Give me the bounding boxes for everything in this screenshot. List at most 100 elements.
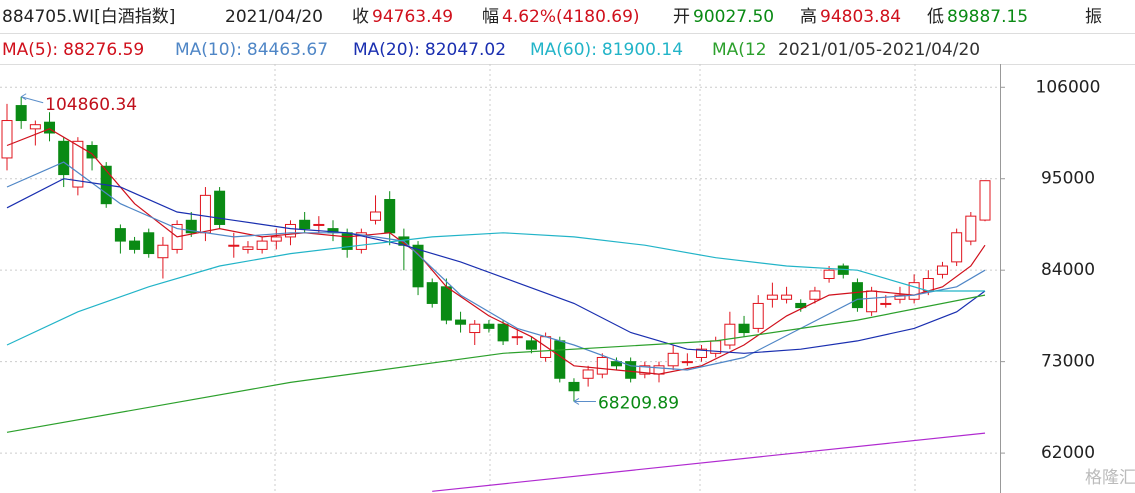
candle-body <box>497 323 509 342</box>
candle-body <box>851 282 863 309</box>
candle-body <box>440 286 452 321</box>
high-annotation: 104860.34 <box>45 95 137 115</box>
annotation-arrow <box>573 398 596 405</box>
legend-label: MA(5): <box>2 40 58 60</box>
candle-body <box>242 246 254 250</box>
candle-body <box>355 232 367 250</box>
candle-body <box>724 323 736 346</box>
candle-body <box>299 219 311 230</box>
candle-body <box>483 323 495 329</box>
date: 2021/04/20 <box>225 7 323 27</box>
candle-body <box>214 190 226 225</box>
candle-body <box>866 290 878 313</box>
candle-body <box>469 323 481 334</box>
candle-body <box>412 244 424 288</box>
candle-body <box>525 340 537 350</box>
open-label: 开 <box>673 7 690 27</box>
ma-line <box>6 294 986 433</box>
close-label: 收 <box>352 7 369 27</box>
ma-line <box>6 161 986 371</box>
candle-body <box>58 140 70 176</box>
y-tick-label: 73000 <box>1041 352 1095 372</box>
legend-value: 81900.14 <box>602 40 683 60</box>
candle-body <box>965 215 977 242</box>
candle-body <box>426 282 438 304</box>
candle-body <box>837 265 849 275</box>
candle-body <box>781 294 793 300</box>
candle-body <box>284 223 296 238</box>
y-tick-label: 62000 <box>1041 443 1095 463</box>
candle-body <box>625 361 637 379</box>
candle-body <box>596 356 608 375</box>
legend-label: MA(60): <box>530 40 597 60</box>
candle-body <box>752 302 764 329</box>
candle-body <box>922 278 934 292</box>
y-tick-label: 106000 <box>1036 77 1101 97</box>
candle-body <box>880 302 892 305</box>
annotation-arrow <box>20 93 44 104</box>
high-value: 94803.84 <box>820 7 901 27</box>
candle-body <box>15 105 27 122</box>
low-annotation: 68209.89 <box>598 393 679 413</box>
ma-line <box>6 178 986 354</box>
candle-body <box>639 365 651 375</box>
close-value: 94763.49 <box>372 7 453 27</box>
candle-body <box>667 352 679 367</box>
candle-body <box>72 140 84 188</box>
candle-body <box>114 228 126 242</box>
candle-body <box>44 121 56 134</box>
high-label: 高 <box>800 7 817 27</box>
candle-body <box>29 124 41 130</box>
candle-body <box>610 361 622 367</box>
legend-label: MA(10): <box>175 40 242 60</box>
change-value: 4.62%(4180.69) <box>502 7 640 27</box>
candle-body <box>738 323 750 334</box>
candle-body <box>129 240 141 250</box>
candle-body <box>511 336 523 339</box>
candle-body <box>979 180 991 221</box>
candle-body <box>270 236 282 242</box>
candle-body <box>143 232 155 255</box>
candle-body <box>199 194 211 234</box>
candle-body <box>696 348 708 358</box>
ma-line <box>6 232 985 346</box>
candle-body <box>809 290 821 300</box>
code: 884705.WI[白酒指数] <box>2 7 175 27</box>
legend-value: 84463.67 <box>247 40 328 60</box>
low-label: 低 <box>927 7 944 27</box>
ma-line <box>432 432 986 492</box>
range-label: 2021/01/05-2021/04/20 <box>778 40 980 60</box>
legend-value: 88276.59 <box>63 40 144 60</box>
y-tick-label: 95000 <box>1041 169 1095 189</box>
candle-body <box>568 381 580 392</box>
candle-body <box>1 120 13 159</box>
candle-body <box>313 223 325 226</box>
candle-body <box>86 144 98 159</box>
change-label: 幅 <box>482 7 499 27</box>
legend-value: 82047.02 <box>425 40 506 60</box>
candle-body <box>256 240 268 250</box>
y-tick-label: 84000 <box>1041 260 1095 280</box>
candle-body <box>157 244 169 259</box>
candle-body <box>936 265 948 275</box>
header: 884705.WI[白酒指数] 2021/04/20 收 94763.49 幅 … <box>2 7 1102 27</box>
candle-body <box>766 294 778 300</box>
candle-body <box>370 211 382 221</box>
candle-body <box>554 340 566 379</box>
open-value: 90027.50 <box>693 7 774 27</box>
candle-body <box>951 232 963 263</box>
legend-label: MA(20): <box>353 40 420 60</box>
candle-body <box>185 219 197 234</box>
candle-body <box>384 199 396 234</box>
ma-line <box>6 128 986 375</box>
watermark: 格隆汇 <box>1085 468 1135 488</box>
amp-label: 振 <box>1085 7 1102 27</box>
candle-body <box>681 361 693 364</box>
legend-label: MA(12 <box>712 40 767 60</box>
candle-body <box>908 282 920 300</box>
candle-body <box>455 319 467 325</box>
low-value: 89887.15 <box>947 7 1028 27</box>
candle-body <box>823 269 835 279</box>
candle-body <box>228 244 240 247</box>
